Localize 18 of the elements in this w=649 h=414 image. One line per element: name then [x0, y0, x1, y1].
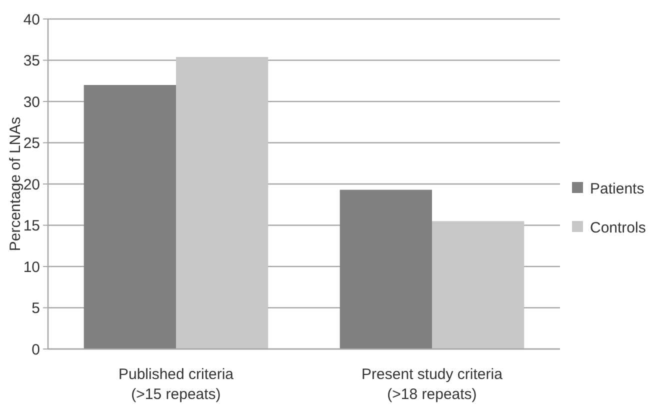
y-tick-label: 5: [32, 300, 40, 317]
legend-label: Controls: [590, 219, 646, 236]
x-tick-label: Present study criteria (>18 repeats): [362, 366, 504, 403]
y-tick-label: 35: [23, 52, 40, 70]
y-tick-label: 0: [32, 341, 40, 358]
bar: [340, 190, 432, 349]
bar: [84, 85, 176, 349]
y-tick-label: 25: [23, 135, 40, 152]
y-tick-label: 20: [23, 176, 40, 194]
bar: [176, 56, 268, 349]
x-tick-label: Published criteria (>15 repeats): [118, 366, 234, 403]
y-axis-title: Percentage of LNAs: [7, 116, 24, 252]
bar: [432, 221, 524, 349]
legend-label: Patients: [590, 180, 644, 198]
y-tick-label: 15: [23, 218, 40, 234]
y-tick-label: 10: [23, 258, 40, 276]
y-tick-label: 30: [23, 94, 40, 111]
y-tick-label: 40: [23, 11, 40, 28]
